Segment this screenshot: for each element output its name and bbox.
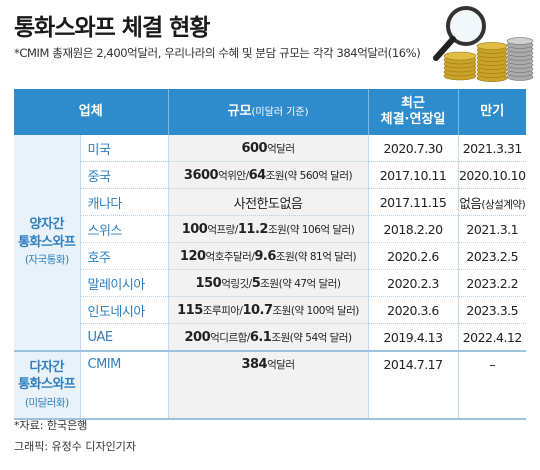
currency-swap-table: 업체 규모(미달러 기준) 최근 체결·연장일 만기 양자간 통화스와프 (자국통화)… xyxy=(14,89,526,420)
scale-cell: 120억호주달러/9.6조원(약 81억 달러) xyxy=(168,242,369,270)
table-row: 캐나다 사전한도없음 2017.11.15 없음(상설계약) xyxy=(14,188,527,216)
expiry-cell: 2023.3.5 xyxy=(458,296,527,324)
scale-cell: 200억디르함/6.1조원(약 54억 달러) xyxy=(168,323,369,352)
group-bilateral: 양자간 통화스와프 (자국통화) xyxy=(14,135,81,352)
expiry-cell: 2021.3.31 xyxy=(458,135,527,162)
source-note: *자료: 한국은행 xyxy=(14,419,88,432)
country-cell: 인도네시아 xyxy=(80,296,169,324)
table-row: 양자간 통화스와프 (자국통화) 미국 600억달러 2020.7.30 2021.… xyxy=(14,135,527,352)
scale-cell: 3600억위안/64조원(약 560억 달러) xyxy=(168,161,369,189)
expiry-cell: 2020.10.10 xyxy=(458,161,526,189)
date-cell: 2020.2.3 xyxy=(368,269,459,297)
country-cell: 호주 xyxy=(80,242,169,270)
expiry-cell: – xyxy=(458,351,527,420)
date-cell: 2020.3.6 xyxy=(368,296,459,324)
header-maturity: 만기 xyxy=(458,89,527,135)
country-cell: UAE xyxy=(80,323,169,352)
date-cell: 2017.11.15 xyxy=(368,188,459,216)
country-cell: 중국 xyxy=(80,161,169,189)
table-row: 중국 3600억위안/64조원(약 560억 달러) 2017.10.11 20… xyxy=(14,161,526,189)
scale-cell: 150억링깃/5조원(약 47억 달러) xyxy=(168,269,369,297)
date-cell: 2014.7.17 xyxy=(368,351,459,420)
header-org: 업체 xyxy=(14,89,169,135)
table-row: UAE 200억디르함/6.1조원(약 54억 달러) 2019.4.13 20… xyxy=(14,323,527,352)
date-cell: 2020.2.6 xyxy=(368,242,459,270)
coins-and-magnifier-icon xyxy=(433,6,534,82)
date-cell: 2018.2.20 xyxy=(368,215,459,243)
date-cell: 2017.10.11 xyxy=(368,161,459,189)
country-cell: CMIM xyxy=(80,351,169,420)
table-row: 인도네시아 115조루피아/10.7조원(약 100억 달러) 2020.3.6… xyxy=(14,296,527,324)
scale-cell: 사전한도없음 xyxy=(168,188,369,216)
graphic-credit: 그래픽: 유정수 디자인기자 xyxy=(14,440,137,453)
country-cell: 미국 xyxy=(80,135,169,162)
footnote-cmim: *CMIM 총재원은 2,400억달러, 우리나라의 수혜 및 분담 규모는 각… xyxy=(14,46,421,60)
table-row: 말레이시아 150억링깃/5조원(약 47억 달러) 2020.2.3 2023… xyxy=(14,269,527,297)
scale-cell: 115조루피아/10.7조원(약 100억 달러) xyxy=(168,296,369,324)
table-row: 스위스 100억프랑/11.2조원(약 106억 달러) 2018.2.20 2… xyxy=(14,215,527,243)
table-row: 호주 120억호주달러/9.6조원(약 81억 달러) 2020.2.6 202… xyxy=(14,242,527,270)
table-header-row: 업체 규모(미달러 기준) 최근 체결·연장일 만기 xyxy=(14,89,527,135)
page-title: 통화스와프 체결 현황 xyxy=(14,15,210,41)
expiry-cell: 2023.2.2 xyxy=(458,269,527,297)
table-row: 다자간 통화스와프 (미달러화) CMIM 384억달러 2014.7.17 – xyxy=(14,351,527,420)
scale-cell: 600억달러 xyxy=(168,135,369,162)
country-cell: 말레이시아 xyxy=(80,269,169,297)
expiry-cell: 2021.3.1 xyxy=(458,215,527,243)
date-cell: 2019.4.13 xyxy=(368,323,459,352)
expiry-cell: 없음(상설계약) xyxy=(458,188,527,216)
group-multilateral: 다자간 통화스와프 (미달러화) xyxy=(14,351,81,420)
country-cell: 캐나다 xyxy=(80,188,169,216)
expiry-cell: 2022.4.12 xyxy=(458,323,527,352)
country-cell: 스위스 xyxy=(80,215,169,243)
scale-cell: 384억달러 xyxy=(168,351,369,420)
header-recent-date: 최근 체결·연장일 xyxy=(368,89,459,135)
date-cell: 2020.7.30 xyxy=(368,135,459,162)
scale-cell: 100억프랑/11.2조원(약 106억 달러) xyxy=(168,215,369,243)
header-scale: 규모(미달러 기준) xyxy=(168,89,369,135)
expiry-cell: 2023.2.5 xyxy=(458,242,527,270)
